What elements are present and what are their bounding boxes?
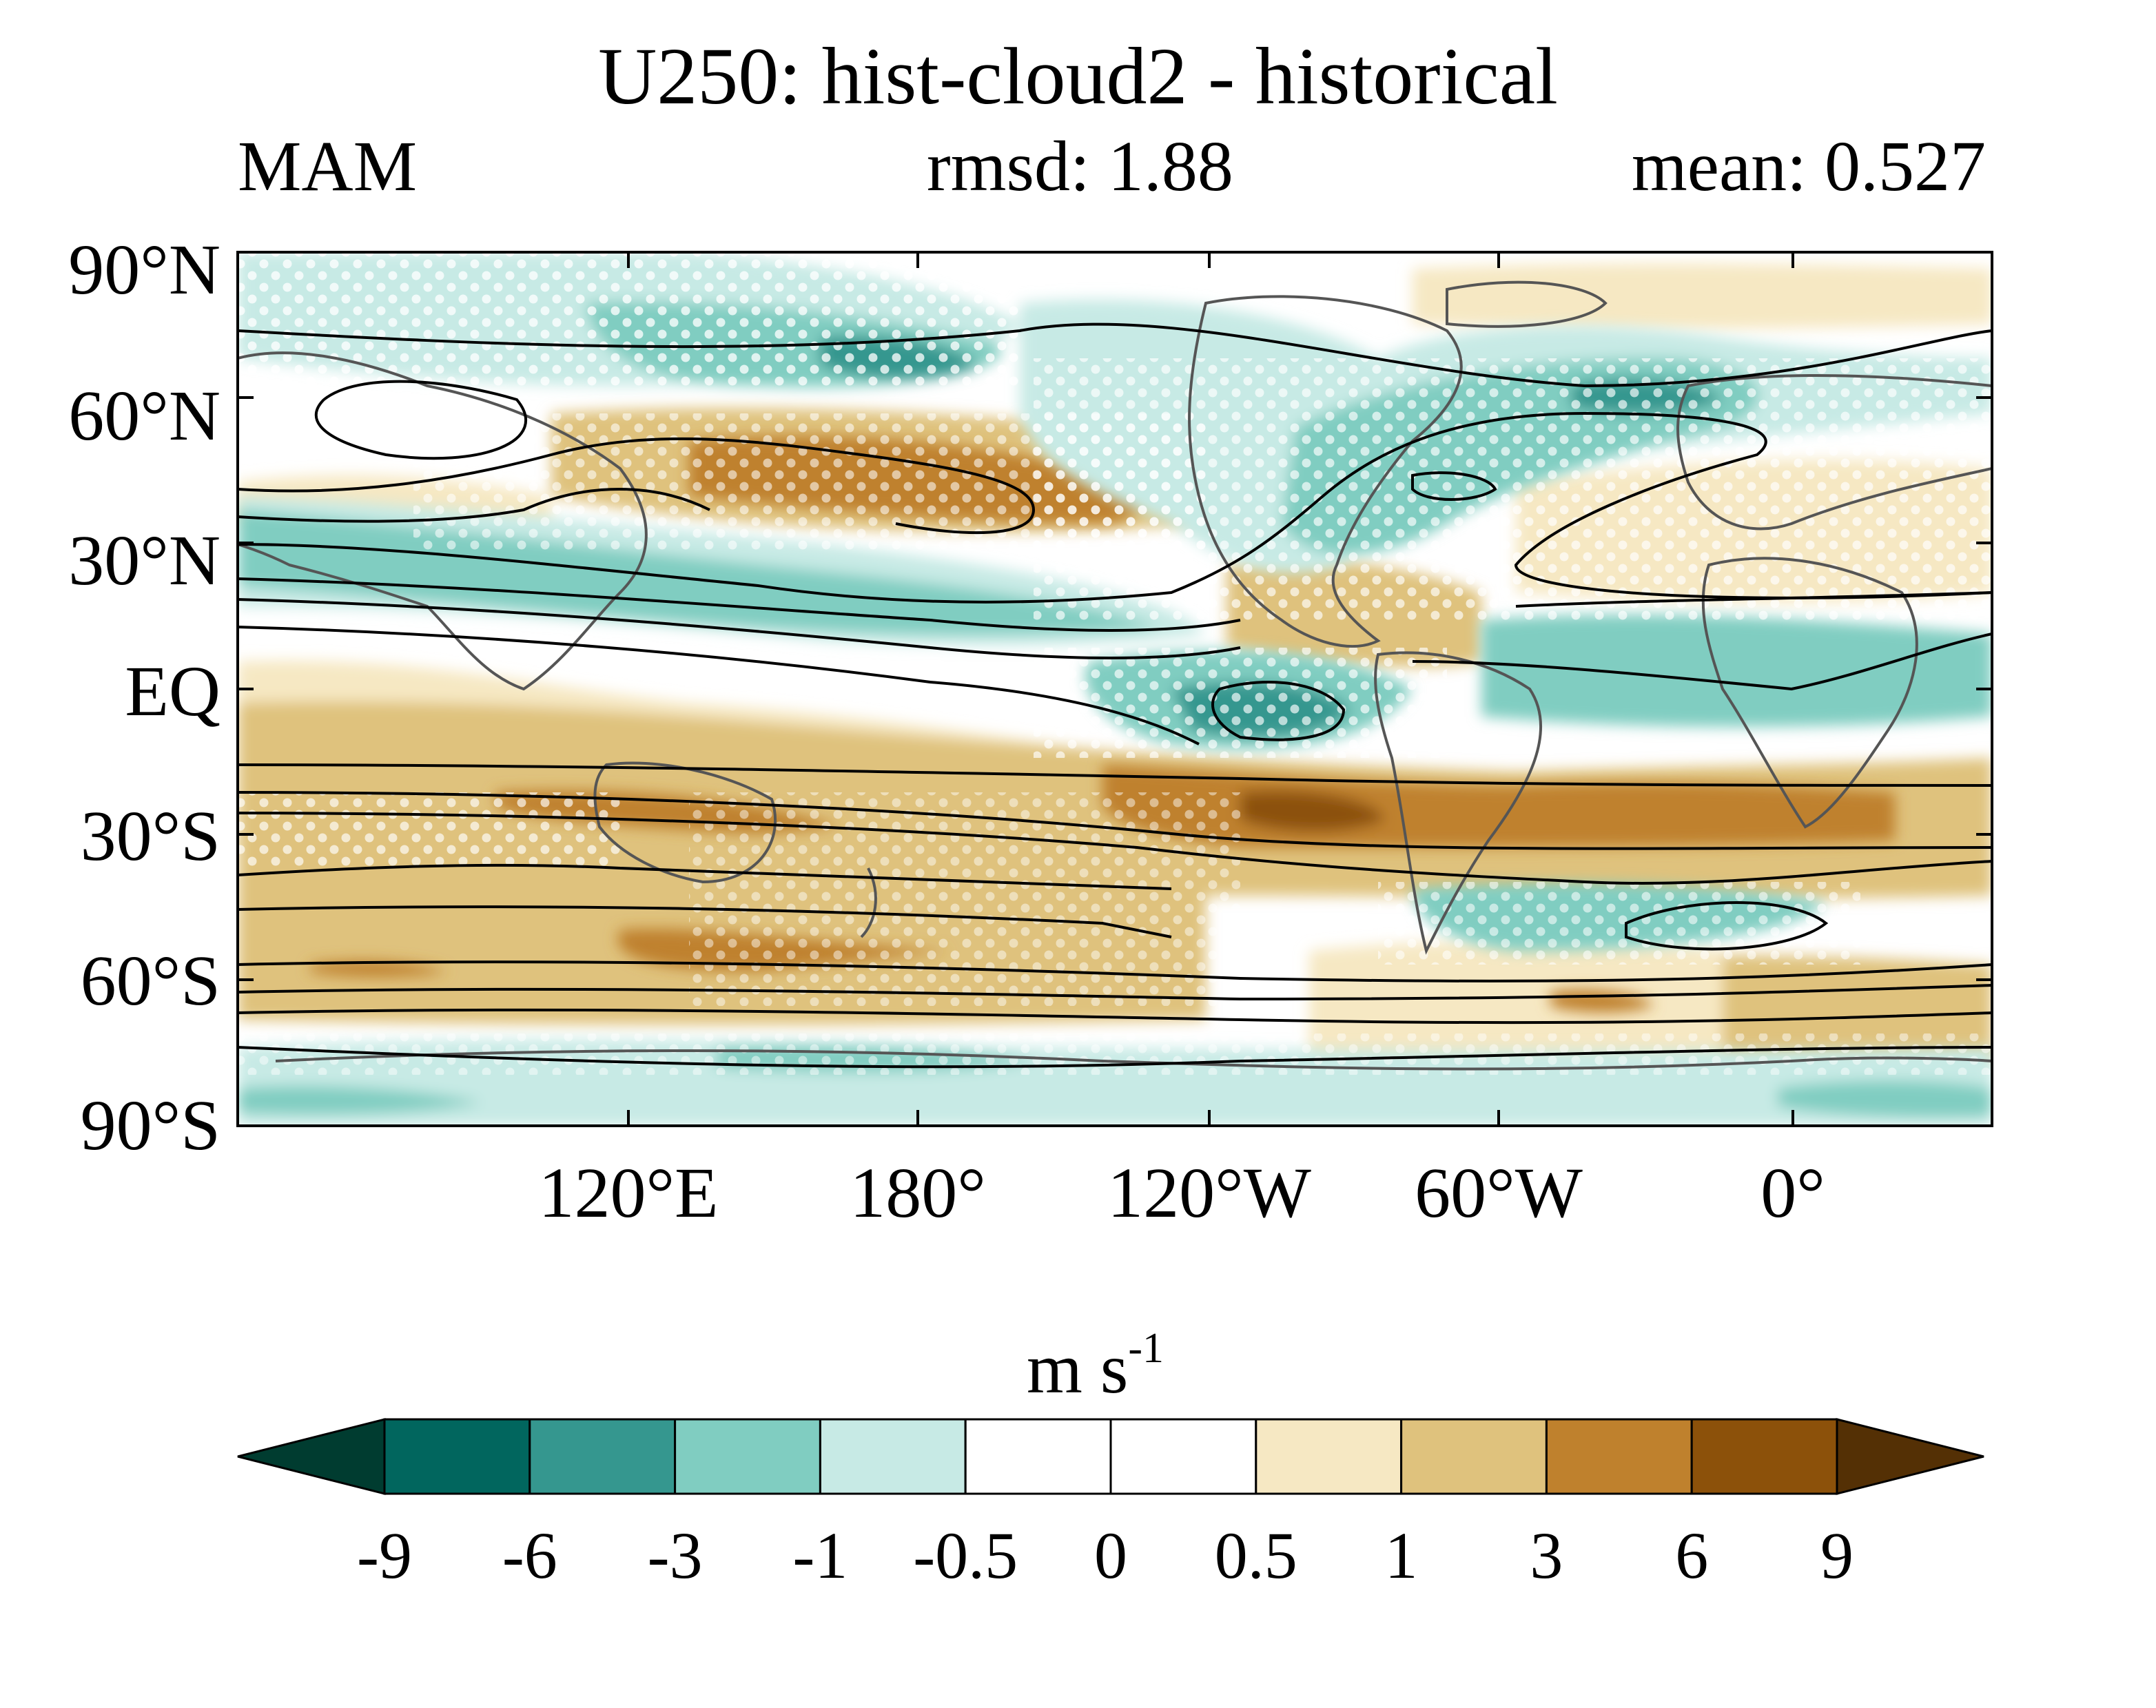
lat-label-30n: 30°N xyxy=(68,521,220,600)
lat-label-90n: 90°N xyxy=(68,230,220,309)
colorbar-tick-label: -1 xyxy=(792,1519,848,1592)
lon-label-120w: 120°W xyxy=(1107,1153,1311,1233)
axis-ticks xyxy=(238,251,1992,1127)
colorbar xyxy=(237,1418,1984,1495)
colorbar-tick-label: -0.5 xyxy=(913,1519,1018,1592)
significance-stippling xyxy=(238,252,1992,1075)
lat-label-60s: 60°S xyxy=(80,941,220,1020)
season-label: MAM xyxy=(238,127,418,206)
colorbar-extend-high xyxy=(1836,1418,1984,1495)
map-plot-area xyxy=(238,252,1992,1126)
climatology-contours xyxy=(238,322,1992,1069)
colorbar-box xyxy=(1690,1418,1838,1495)
colorbar-tick-label: -9 xyxy=(357,1519,412,1592)
lat-label-30s: 30°S xyxy=(80,796,220,876)
lon-label-180: 180° xyxy=(850,1153,986,1233)
units-exponent: -1 xyxy=(1128,1325,1164,1372)
units-base: m s xyxy=(1027,1329,1129,1408)
colorbar-box xyxy=(964,1418,1112,1495)
lat-label-60n: 60°N xyxy=(68,376,220,455)
colorbar-tick-label: 1 xyxy=(1384,1519,1418,1592)
colorbar-box xyxy=(383,1418,531,1495)
colorbar-extend-low xyxy=(237,1418,386,1495)
mean-label: mean: 0.527 xyxy=(1631,127,1986,206)
coastlines xyxy=(238,280,1992,1071)
map-title: U250: hist-cloud2 - historical xyxy=(598,31,1558,121)
colorbar-box xyxy=(1400,1418,1548,1495)
colorbar-tick-label: 0.5 xyxy=(1214,1519,1297,1592)
lat-label-eq: EQ xyxy=(125,652,220,731)
colorbar-tick-label: 6 xyxy=(1675,1519,1709,1592)
colorbar-box xyxy=(1255,1418,1403,1495)
colorbar-tick-label: 0 xyxy=(1094,1519,1127,1592)
lon-label-0: 0° xyxy=(1760,1153,1825,1233)
colorbar-units: m s-1 xyxy=(1027,1327,1164,1405)
colorbar-box xyxy=(819,1418,967,1495)
lon-label-120e: 120°E xyxy=(538,1153,719,1233)
colorbar-tick-label: 3 xyxy=(1530,1519,1563,1592)
colorbar-box xyxy=(528,1418,677,1495)
colorbar-box xyxy=(1109,1418,1257,1495)
rmsd-label: rmsd: 1.88 xyxy=(927,127,1233,206)
colorbar-box xyxy=(674,1418,821,1495)
colorbar-tick-label: 9 xyxy=(1820,1519,1854,1592)
colorbar-tick-label: -3 xyxy=(647,1519,703,1592)
colorbar-tick-label: -6 xyxy=(502,1519,557,1592)
lat-label-90s: 90°S xyxy=(80,1086,220,1165)
lon-label-60w: 60°W xyxy=(1415,1153,1583,1233)
colorbar-box xyxy=(1545,1418,1693,1495)
